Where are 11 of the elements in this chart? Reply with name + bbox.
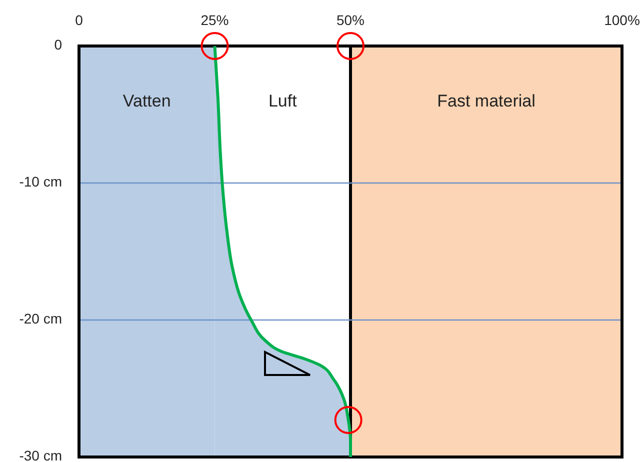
x-tick-label: 0 bbox=[75, 12, 84, 28]
annotation: Luft bbox=[268, 91, 298, 110]
band-label: Fast material bbox=[437, 91, 536, 110]
y-tick-label: 0 bbox=[54, 36, 62, 53]
y-tick-label: -20 cm bbox=[19, 310, 62, 327]
x-tick-label: 50% bbox=[336, 12, 365, 28]
x-tick-label: 25% bbox=[200, 12, 229, 28]
annotation: Vatten bbox=[122, 91, 171, 110]
y-tick-label: -10 cm bbox=[19, 174, 62, 190]
x-tick-label: 100% bbox=[604, 12, 640, 28]
y-tick-label: -30 cm bbox=[19, 448, 62, 462]
